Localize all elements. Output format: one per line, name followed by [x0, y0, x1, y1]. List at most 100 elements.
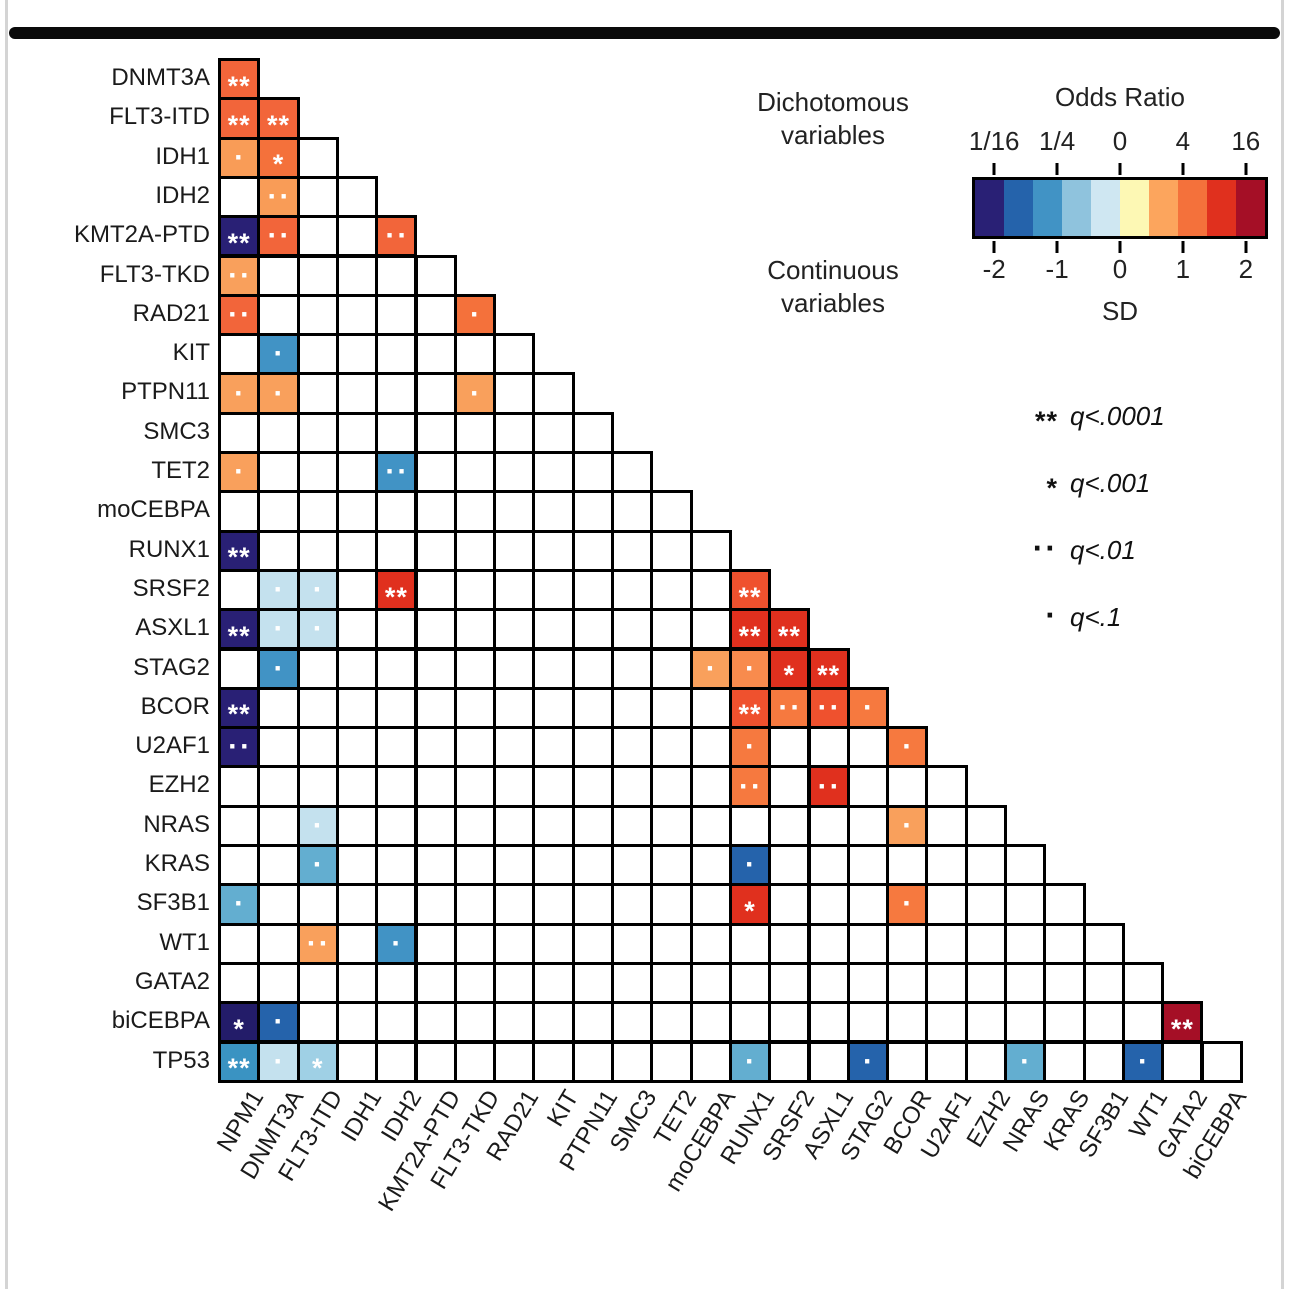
matrix-cell	[650, 1001, 693, 1044]
matrix-cell	[414, 765, 457, 808]
significance-marker: **	[738, 581, 762, 612]
row-label-FLT3-TKD: FLT3-TKD	[99, 260, 210, 288]
matrix-cell	[571, 922, 614, 965]
matrix-cell	[1004, 961, 1047, 1005]
matrix-cell	[925, 961, 968, 1005]
matrix-cell	[925, 883, 968, 926]
matrix-cell	[964, 883, 1007, 926]
tick-label: 16	[1231, 126, 1261, 156]
matrix-cell	[1121, 1001, 1165, 1044]
matrix-cell	[375, 765, 418, 808]
matrix-cell	[493, 568, 536, 612]
matrix-cell	[375, 647, 418, 690]
matrix-cell	[807, 1040, 850, 1083]
matrix-cell	[611, 844, 654, 887]
matrix-cell	[296, 765, 339, 808]
matrix-cell: ··	[807, 765, 850, 808]
matrix-cell	[886, 961, 929, 1005]
continuous-label-line1: Continuous	[767, 255, 899, 285]
significance-marker: ·	[312, 808, 325, 842]
significance-marker: **	[738, 699, 762, 730]
matrix-cell: ·	[728, 647, 772, 690]
matrix-cell	[532, 1040, 575, 1083]
matrix-cell	[493, 961, 536, 1005]
row-label-WT1: WT1	[159, 928, 210, 956]
matrix-cell: ·	[886, 883, 929, 926]
row-label-EZH2: EZH2	[148, 771, 210, 799]
matrix-cell: **	[807, 647, 850, 690]
matrix-cell	[846, 961, 890, 1005]
matrix-cell	[414, 254, 457, 297]
matrix-cell	[335, 844, 379, 887]
significance-marker: ·	[273, 612, 286, 646]
tick-mark	[1244, 163, 1248, 175]
tick-label: -1	[1045, 254, 1069, 284]
significance-marker: ·	[1020, 1044, 1033, 1078]
top-rule	[9, 27, 1280, 39]
matrix-cell: **	[218, 1040, 261, 1083]
matrix-cell	[807, 1001, 850, 1044]
matrix-cell: ·	[218, 136, 261, 179]
matrix-cell	[453, 726, 497, 769]
matrix-cell	[257, 411, 300, 454]
matrix-cell	[218, 765, 261, 808]
significance-legend-marker: ··	[1032, 529, 1058, 566]
matrix-cell	[689, 804, 732, 847]
matrix-cell: ·	[257, 1040, 300, 1083]
matrix-cell	[532, 411, 575, 454]
matrix-cell: ·	[296, 804, 339, 847]
matrix-cell	[218, 804, 261, 847]
matrix-cell	[611, 686, 654, 730]
matrix-cell: ·	[846, 686, 890, 730]
matrix-cell: **	[218, 97, 261, 140]
matrix-cell	[650, 1040, 693, 1083]
matrix-cell	[611, 451, 654, 494]
matrix-cell	[257, 961, 300, 1005]
matrix-cell	[768, 844, 811, 887]
matrix-cell	[1043, 961, 1086, 1005]
matrix-cell	[768, 804, 811, 847]
matrix-cell	[453, 922, 497, 965]
matrix-cell	[532, 804, 575, 847]
significance-marker: *	[783, 660, 796, 691]
matrix-cell	[218, 922, 261, 965]
matrix-cell: **	[218, 686, 261, 730]
dichotomous-label-line1: Dichotomous	[757, 87, 909, 117]
row-label-PTPN11: PTPN11	[121, 378, 210, 406]
significance-marker: ·	[234, 140, 247, 174]
significance-marker: ·	[273, 651, 286, 685]
matrix-cell	[532, 451, 575, 494]
row-label-KRAS: KRAS	[144, 850, 210, 877]
matrix-cell	[335, 922, 379, 965]
significance-marker: **	[227, 109, 251, 140]
tick-mark	[1244, 241, 1248, 253]
significance-marker: ··	[267, 219, 292, 253]
matrix-cell	[296, 686, 339, 730]
matrix-cell	[689, 1040, 732, 1083]
matrix-cell	[375, 372, 418, 415]
matrix-cell	[493, 1001, 536, 1044]
colorbar-segment	[1236, 180, 1265, 236]
matrix-cell	[335, 883, 379, 926]
matrix-cell	[532, 883, 575, 926]
significance-marker: *	[272, 149, 285, 180]
matrix-cell	[728, 922, 772, 965]
row-label-SRSF2: SRSF2	[132, 574, 210, 602]
matrix-cell	[650, 490, 693, 533]
matrix-cell: **	[257, 97, 300, 140]
matrix-cell: ·	[296, 608, 339, 651]
significance-marker: **	[266, 109, 290, 140]
matrix-cell: **	[728, 686, 772, 730]
matrix-cell	[1082, 1001, 1125, 1044]
row-label-IDH2: IDH2	[155, 181, 210, 209]
matrix-cell	[335, 1040, 379, 1083]
significance-marker: ·	[273, 573, 286, 607]
significance-marker: **	[777, 620, 801, 651]
matrix-cell	[571, 765, 614, 808]
matrix-cell: ·	[296, 844, 339, 887]
matrix-cell: ·	[257, 568, 300, 612]
matrix-cell	[1200, 1040, 1243, 1083]
matrix-cell: ··	[257, 215, 300, 258]
matrix-cell	[296, 647, 339, 690]
matrix-cell	[964, 1001, 1007, 1044]
